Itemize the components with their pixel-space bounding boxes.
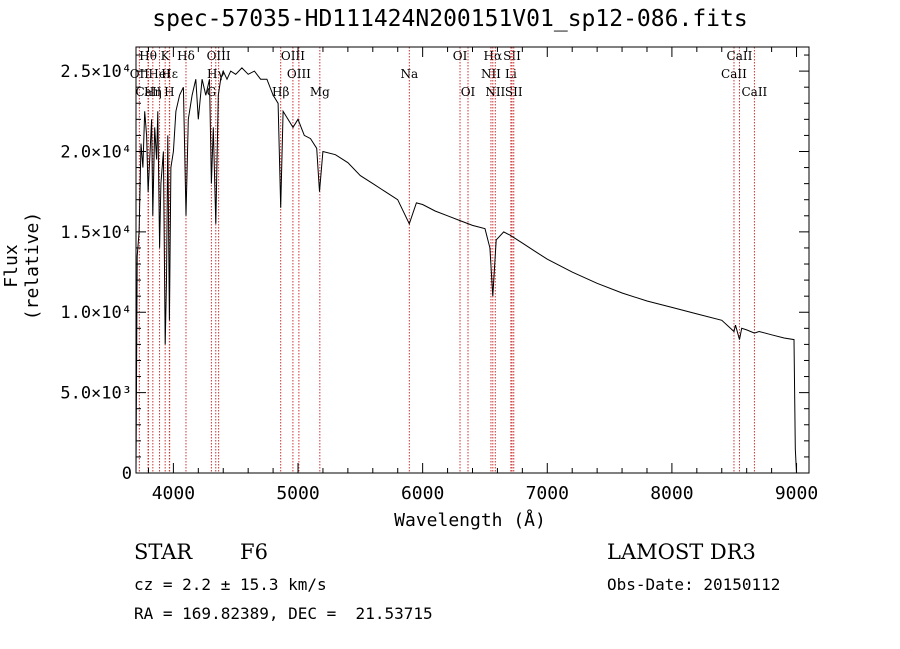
observation-date: Obs-Date: 20150112 xyxy=(607,575,781,594)
object-subclass: F6 xyxy=(240,540,268,564)
line-marker-label: OI xyxy=(461,85,476,99)
line-marker-label: SII xyxy=(503,49,521,63)
line-marker-label: CaII xyxy=(727,49,753,63)
line-marker-label: Hβ xyxy=(272,85,289,99)
line-marker-label: OII xyxy=(130,67,150,81)
line-marker-label: CaII xyxy=(721,67,747,81)
x-axis-label: Wavelength (Å) xyxy=(394,510,546,531)
x-tick-label: 4000 xyxy=(152,483,195,504)
line-marker-label: CaII xyxy=(136,85,162,99)
y-tick-label: 5.0×10³ xyxy=(60,384,132,404)
x-tick-label: 5000 xyxy=(276,483,319,504)
survey-name: LAMOST DR3 xyxy=(607,540,756,564)
redshift-cz: cz = 2.2 ± 15.3 km/s xyxy=(134,575,327,594)
y-tick-label: 2.0×10⁴ xyxy=(60,142,132,162)
line-marker-label: H xyxy=(164,85,174,99)
chart-title: spec-57035-HD111424N200151V01_sp12-086.f… xyxy=(152,6,748,32)
object-type: STAR xyxy=(134,540,193,564)
line-marker-label: OI xyxy=(453,49,468,63)
line-marker-label: Hη xyxy=(144,85,162,99)
line-marker-label: Li xyxy=(505,67,517,81)
line-marker-label: NII xyxy=(481,67,501,81)
line-marker-label: OIII xyxy=(281,49,305,63)
axis-ticks: 4000 5000 6000 7000 8000 9000 0 5.0×10³ 1.0×10⁴ 1… xyxy=(60,47,818,504)
plot-frame xyxy=(135,46,810,474)
line-marker-label: OIII xyxy=(287,67,311,81)
line-marker-label: Hδ xyxy=(177,49,195,63)
line-marker-label: CaII xyxy=(741,85,767,99)
y-tick-label: 1.0×10⁴ xyxy=(60,303,132,323)
line-marker-label: K xyxy=(161,49,171,63)
spectrum-line xyxy=(135,67,797,474)
line-marker-label: Mg xyxy=(310,85,330,99)
x-tick-label: 8000 xyxy=(650,483,693,504)
y-tick-label: 0 xyxy=(122,464,132,484)
x-tick-label: 7000 xyxy=(526,483,569,504)
line-marker-label: G xyxy=(207,85,217,99)
y-axis-label: Flux (relative) xyxy=(1,211,43,321)
line-marker-label: Na xyxy=(400,67,418,81)
line-marker-label: HeI xyxy=(148,67,171,81)
x-tick-label: 6000 xyxy=(401,483,444,504)
line-marker-label: OIII xyxy=(207,49,231,63)
y-tick-label: 2.5×10⁴ xyxy=(60,62,132,82)
x-tick-label: 9000 xyxy=(775,483,818,504)
coordinates: RA = 169.82389, DEC = 21.53715 xyxy=(134,604,433,623)
y-tick-label: 1.5×10⁴ xyxy=(60,223,132,243)
line-marker-label: Hα xyxy=(484,49,503,63)
line-marker-label: NII xyxy=(485,85,505,99)
line-marker-label: SII xyxy=(505,85,523,99)
